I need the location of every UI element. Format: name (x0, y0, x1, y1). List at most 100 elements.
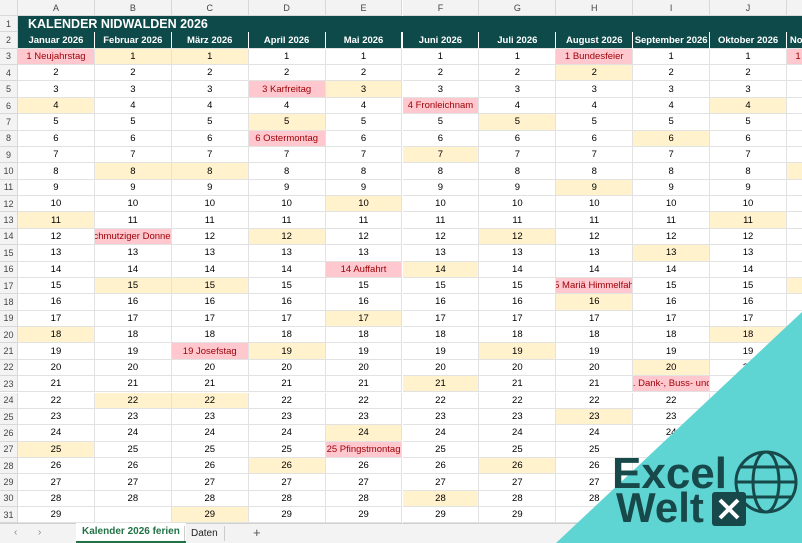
row-header: 7 (0, 114, 18, 131)
corner-cell (0, 0, 18, 16)
day-cell: 9 (633, 179, 711, 197)
day-cell: 9 (402, 179, 480, 197)
day-cell: 3 (325, 81, 403, 98)
day-cell: 4 (556, 97, 634, 115)
day-cell: 13 (710, 245, 787, 262)
day-cell: 7 (18, 146, 95, 164)
day-cell: 22 (325, 392, 403, 409)
day-cell: 5 (633, 114, 711, 131)
day-cell: 24 (248, 425, 326, 442)
day-cell: 17 (171, 310, 249, 328)
day-cell: 26 (556, 457, 634, 475)
day-cell: 24 (787, 425, 802, 442)
day-cell: 3 (787, 81, 802, 98)
day-cell: 8 (633, 163, 711, 180)
day-cell: 20 (325, 359, 403, 377)
day-cell: 8 (787, 163, 802, 180)
day-cell: 25 (18, 441, 95, 458)
day-cell: 29 (479, 507, 557, 523)
day-cell: 4 (325, 97, 403, 115)
row-header: 11 (0, 179, 18, 197)
month-header: September 2026 (633, 32, 711, 49)
day-cell: 2 (248, 65, 326, 82)
row-header: 5 (0, 81, 18, 98)
day-cell: 4 (94, 97, 172, 115)
day-cell: 27 (710, 474, 787, 491)
day-cell: 12 (171, 228, 249, 246)
day-cell: 17 (479, 310, 557, 328)
day-cell: 27 (633, 474, 711, 491)
day-cell: 21 (710, 376, 787, 393)
day-cell: 5 (18, 114, 95, 131)
day-cell: 5 (402, 114, 480, 131)
day-cell: 21 (325, 376, 403, 393)
day-cell: 23 (18, 408, 95, 426)
day-cell: 9 (710, 179, 787, 197)
day-cell: 4 (18, 97, 95, 115)
day-cell: 11 (556, 212, 634, 229)
day-cell: 14 (18, 261, 95, 278)
day-cell: 22 (248, 392, 326, 409)
day-cell: 11 (787, 212, 802, 229)
day-cell: 26 (18, 457, 95, 475)
day-cell: 10 (248, 196, 326, 213)
day-cell: 1 (402, 48, 480, 66)
sheet-tab[interactable]: Daten (184, 526, 225, 541)
day-cell: 6 (171, 130, 249, 147)
day-cell: 28 (633, 490, 711, 508)
row-header: 9 (0, 146, 18, 164)
day-cell: 6 (94, 130, 172, 147)
day-cell: 24 (710, 425, 787, 442)
row-header: 10 (0, 163, 18, 180)
row-header: 19 (0, 310, 18, 328)
day-cell: 19 (94, 343, 172, 360)
day-cell: 24 (556, 425, 634, 442)
day-cell: 23 (633, 408, 711, 426)
day-cell: 11 (325, 212, 403, 229)
day-cell: 19 (633, 343, 711, 360)
day-cell: 8 (248, 163, 326, 180)
day-cell: 4 (248, 97, 326, 115)
add-sheet-button[interactable]: + (253, 525, 261, 540)
sheet-tab-active[interactable]: Kalender 2026 ferien (76, 523, 186, 543)
day-cell: 25 (710, 441, 787, 458)
day-cell: 16 (556, 294, 634, 311)
day-cell: 28 (94, 490, 172, 508)
day-cell: 2 (18, 65, 95, 82)
day-cell: 20 (710, 359, 787, 377)
day-cell: 20 (633, 359, 711, 377)
day-cell: 25 (248, 441, 326, 458)
day-cell: 20 (94, 359, 172, 377)
day-cell: 18 (171, 327, 249, 344)
day-cell: 9 (479, 179, 557, 197)
day-cell: 7 (248, 146, 326, 164)
day-cell: 28 (171, 490, 249, 508)
day-cell: 13 (479, 245, 557, 262)
day-cell: 1 (710, 48, 787, 66)
day-cell: 21 (248, 376, 326, 393)
day-cell: 17 (248, 310, 326, 328)
day-cell: 9 (18, 179, 95, 197)
day-cell: 7 (479, 146, 557, 164)
day-cell: 23 (787, 409, 802, 426)
day-cell: 28 (556, 490, 634, 508)
tab-scroll-left[interactable]: ‹ (14, 527, 18, 538)
day-cell: 29 (402, 507, 480, 523)
row-header: 24 (0, 392, 18, 409)
row-header: 31 (0, 507, 18, 523)
row-header: 18 (0, 294, 18, 311)
day-cell: 2 (633, 65, 711, 82)
day-cell: 3 (402, 81, 480, 98)
day-cell: 11 (402, 212, 480, 229)
day-cell: 12 (325, 228, 403, 246)
tab-scroll-right[interactable]: › (38, 527, 42, 538)
day-cell: 26 (787, 458, 802, 475)
day-cell: 18 (325, 327, 403, 344)
day-cell: 8 (94, 163, 172, 180)
day-cell: 5 (556, 114, 634, 131)
day-cell: 24 (18, 425, 95, 442)
column-header: B (94, 0, 172, 16)
day-cell: 12 (633, 228, 711, 246)
day-cell: 21 (787, 376, 802, 393)
